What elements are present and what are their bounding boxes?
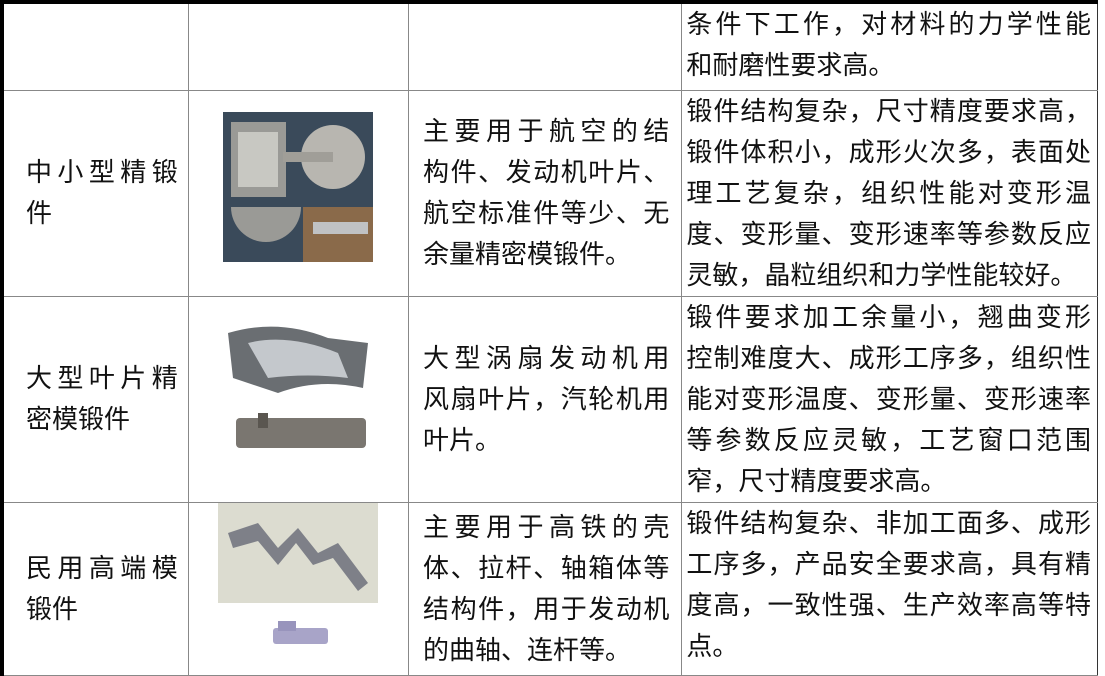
features-cell: 锻件结构复杂、非加工面多、成形 工序多，产品安全要求高，具有精 度高，一致性强、生产… xyxy=(681,501,1098,676)
features-cell: 条件下工作，对材料的力学性能 和耐磨性要求高。 xyxy=(681,1,1098,91)
text-line: 锻件要求加工余量小，翘曲变形 xyxy=(686,302,1091,332)
cell xyxy=(1,1,189,91)
text-line: 民用高端模 xyxy=(26,553,178,583)
text-line: 灵敏，晶粒组织和力学性能较好。 xyxy=(686,260,1077,290)
name-cell: 中小型精锻件 xyxy=(1,89,189,297)
image-cell xyxy=(187,501,410,676)
text-line: 等参数反应灵敏，工艺窗口范围 xyxy=(686,425,1091,455)
text-line: 度、变形量、变形速率等参数反应 xyxy=(686,219,1091,249)
image-cell xyxy=(187,295,410,503)
text-line: 度高，一致性强、生产效率高等特 xyxy=(686,590,1091,620)
table-row: 中小型精锻件 主要用于航空的结 构件、发动机叶片、 航空标准件等少、无 余量精密模锻件… xyxy=(1,89,1098,297)
table-row: 大型叶片精密模锻件 大型涡扇发动机用 风扇叶片，汽轮机用 叶片。 锻件要求加工余量小… xyxy=(1,295,1098,503)
product-photo xyxy=(228,326,369,448)
text-line: 控制难度大、成形工序多，组织性 xyxy=(686,343,1091,373)
text-line: 能对变形温度、变形量、变形速率 xyxy=(686,384,1091,414)
text-line: 的曲轴、连杆等。 xyxy=(423,635,632,665)
cell xyxy=(187,1,410,91)
product-photo xyxy=(223,112,374,262)
cell xyxy=(408,1,683,91)
text-line: 锻件体积小，成形火次多，表面处 xyxy=(686,137,1091,167)
text-line: 余量精密模锻件。 xyxy=(423,240,632,269)
text-line: 大型叶片精 xyxy=(26,364,178,393)
use-cell: 主要用于航空的结 构件、发动机叶片、 航空标准件等少、无 余量精密模锻件。 xyxy=(408,89,683,297)
features-cell: 锻件结构复杂，尺寸精度要求高， 锻件体积小，成形火次多，表面处 理工艺复杂，组织性能… xyxy=(681,89,1098,297)
text-line: 条件下工作，对材料的力学性能 xyxy=(686,10,1091,39)
text-line: 工序多，产品安全要求高，具有精 xyxy=(686,549,1091,579)
text-line: 窄，尺寸精度要求高。 xyxy=(686,466,947,496)
text-line: 理工艺复杂，组织性能对变形温 xyxy=(686,178,1091,208)
text-line: 中小型精锻 xyxy=(26,158,178,187)
text-line: 体、拉杆、轴箱体等 xyxy=(423,553,670,583)
features-cell: 锻件要求加工余量小，翘曲变形 控制难度大、成形工序多，组织性 能对变形温度、变形量、… xyxy=(681,295,1098,503)
text-line: 点。 xyxy=(686,631,739,661)
table-row: 民用高端模锻件 主要用于高铁的壳 体、拉杆、轴箱体等 结构件，用于发动机 的曲轴、连杆… xyxy=(1,501,1098,676)
text-line: 锻件结构复杂、非加工面多、成形 xyxy=(686,508,1091,538)
text-line: 结构件，用于发动机 xyxy=(423,594,670,624)
table-row: 条件下工作，对材料的力学性能 和耐磨性要求高。 xyxy=(1,1,1098,91)
text-line: 主要用于航空的结 xyxy=(423,117,670,146)
text-line: 件 xyxy=(26,199,53,228)
text-line: 构件、发动机叶片、 xyxy=(423,158,670,187)
text-line: 主要用于高铁的壳 xyxy=(423,512,670,542)
text-line: 锻件结构复杂，尺寸精度要求高， xyxy=(686,96,1091,126)
text-line: 和耐磨性要求高。 xyxy=(686,51,895,80)
name-cell: 大型叶片精 密模锻件 xyxy=(1,295,189,503)
name-cell: 民用高端模 锻件 xyxy=(1,501,189,676)
use-cell: 主要用于高铁的壳 体、拉杆、轴箱体等 结构件，用于发动机 的曲轴、连杆等。 xyxy=(408,501,683,676)
text-line: 密模锻件 xyxy=(26,405,131,434)
text-line: 大型涡扇发动机用 xyxy=(423,343,670,373)
use-cell: 大型涡扇发动机用 风扇叶片，汽轮机用 叶片。 xyxy=(408,295,683,503)
text-line: 锻件 xyxy=(26,594,79,624)
image-cell xyxy=(187,89,410,297)
product-photo xyxy=(218,503,379,644)
text-line: 风扇叶片，汽轮机用 xyxy=(423,384,670,414)
text-line: 叶片。 xyxy=(423,425,502,455)
text-line: 航空标准件等少、无 xyxy=(423,199,670,228)
